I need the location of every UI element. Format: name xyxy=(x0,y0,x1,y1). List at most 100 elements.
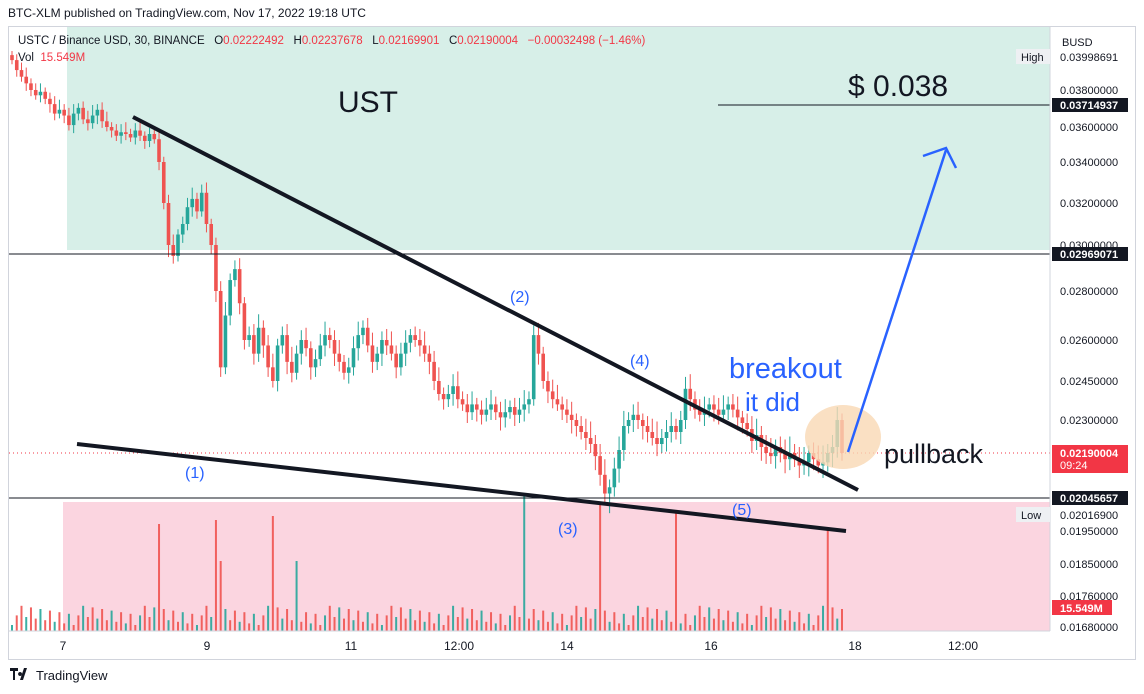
candle-body xyxy=(432,361,436,381)
candle-body xyxy=(735,409,740,418)
volume-bar xyxy=(352,620,355,631)
last-price-tag xyxy=(1052,445,1128,473)
volume-bar xyxy=(803,623,806,631)
price-tag-value: 0.03714937 xyxy=(1060,100,1118,112)
candle-body xyxy=(309,348,313,368)
y-tick-label: 0.01850000 xyxy=(1060,559,1118,571)
volume-bar xyxy=(622,613,625,631)
volume-bar xyxy=(409,609,412,631)
y-tick-label: 0.02450000 xyxy=(1060,376,1118,388)
volume-bar xyxy=(779,609,782,631)
high-value: 0.02237678 xyxy=(301,35,363,47)
volume-bar xyxy=(319,625,322,631)
volume-bar xyxy=(309,623,312,631)
volume-bar xyxy=(584,607,587,631)
volume-bar xyxy=(447,615,450,631)
candle-body xyxy=(299,340,304,354)
candle-body xyxy=(584,432,588,439)
candle-body xyxy=(180,224,185,235)
candle-body xyxy=(252,335,256,354)
volume-bar xyxy=(63,623,66,631)
volume-bar xyxy=(641,617,644,631)
candle-body xyxy=(617,450,621,469)
volume-bar xyxy=(281,618,284,631)
volume-bar xyxy=(513,605,516,631)
volume-bar xyxy=(243,612,246,631)
candle-body xyxy=(275,345,280,381)
candle-body xyxy=(659,438,664,445)
volume-bar xyxy=(67,613,70,631)
candle-body xyxy=(342,361,346,373)
volume-bar xyxy=(48,610,51,631)
candle-body xyxy=(133,130,138,138)
volume-bar xyxy=(34,618,37,631)
volume-bar xyxy=(831,607,834,631)
volume-bar xyxy=(44,620,47,631)
volume-bar xyxy=(793,621,796,631)
candle-body xyxy=(266,345,270,368)
candle-body xyxy=(740,417,745,424)
wave-label: (1) xyxy=(185,465,205,482)
volume-bar xyxy=(452,605,455,631)
tradingview-brand[interactable]: TradingView xyxy=(10,668,108,683)
candle-body xyxy=(479,409,484,415)
volume-bar xyxy=(546,621,549,631)
candle-body xyxy=(176,234,180,256)
candle-body xyxy=(313,359,318,368)
candle-body xyxy=(19,70,24,77)
volume-bar xyxy=(53,621,56,631)
volume-bar xyxy=(698,605,701,631)
volume-bar xyxy=(774,618,777,631)
candle-body xyxy=(218,291,223,368)
close-value: 0.02190004 xyxy=(457,35,519,47)
candle-body xyxy=(124,132,128,134)
candle-body xyxy=(712,404,716,410)
volume-bar xyxy=(210,617,213,631)
volume-bar xyxy=(148,617,151,631)
volume-bar xyxy=(456,617,459,631)
volume-bar xyxy=(262,615,265,631)
volume-bar xyxy=(205,605,208,631)
candle-body xyxy=(233,269,237,281)
volume-bar xyxy=(788,610,791,631)
candle-body xyxy=(716,409,721,415)
candle-body xyxy=(641,420,645,427)
volume-bar xyxy=(186,623,189,631)
volume-bar xyxy=(395,617,398,631)
candle-body xyxy=(57,109,62,114)
volume-bar xyxy=(324,615,327,631)
volume-bar xyxy=(603,610,606,631)
candle-body xyxy=(674,426,678,433)
candle-body xyxy=(143,135,147,141)
candle-body xyxy=(214,245,218,291)
volume-bar xyxy=(841,609,843,631)
y-tick-label: 0.03400000 xyxy=(1060,157,1118,169)
candle-body xyxy=(607,487,612,494)
candle-body xyxy=(76,107,81,114)
volume-bar xyxy=(177,621,179,631)
price-tag xyxy=(1052,491,1128,505)
volume-bar xyxy=(286,609,289,631)
change-value: −0.00032498 (−1.46%) xyxy=(527,35,646,47)
volume-bar xyxy=(822,605,825,631)
brand-name: TradingView xyxy=(36,668,108,683)
candle-body xyxy=(522,404,527,410)
y-tick-label: 0.02300000 xyxy=(1060,415,1118,427)
candle-body xyxy=(726,404,730,410)
candle-body xyxy=(797,459,802,466)
volume-bar xyxy=(25,617,28,631)
volume-bar xyxy=(366,612,369,631)
candle-body xyxy=(807,453,811,463)
title-label: UST xyxy=(338,86,398,119)
wave-label: (2) xyxy=(510,289,530,306)
candle-body xyxy=(769,453,773,457)
volume-bar xyxy=(561,613,564,631)
candle-body xyxy=(683,388,688,420)
candle-body xyxy=(446,394,451,400)
currency-label: BUSD xyxy=(1062,37,1093,49)
candle-body xyxy=(223,315,228,368)
candle-body xyxy=(470,404,474,413)
candle-body xyxy=(152,134,157,140)
volume-bar xyxy=(599,503,602,631)
